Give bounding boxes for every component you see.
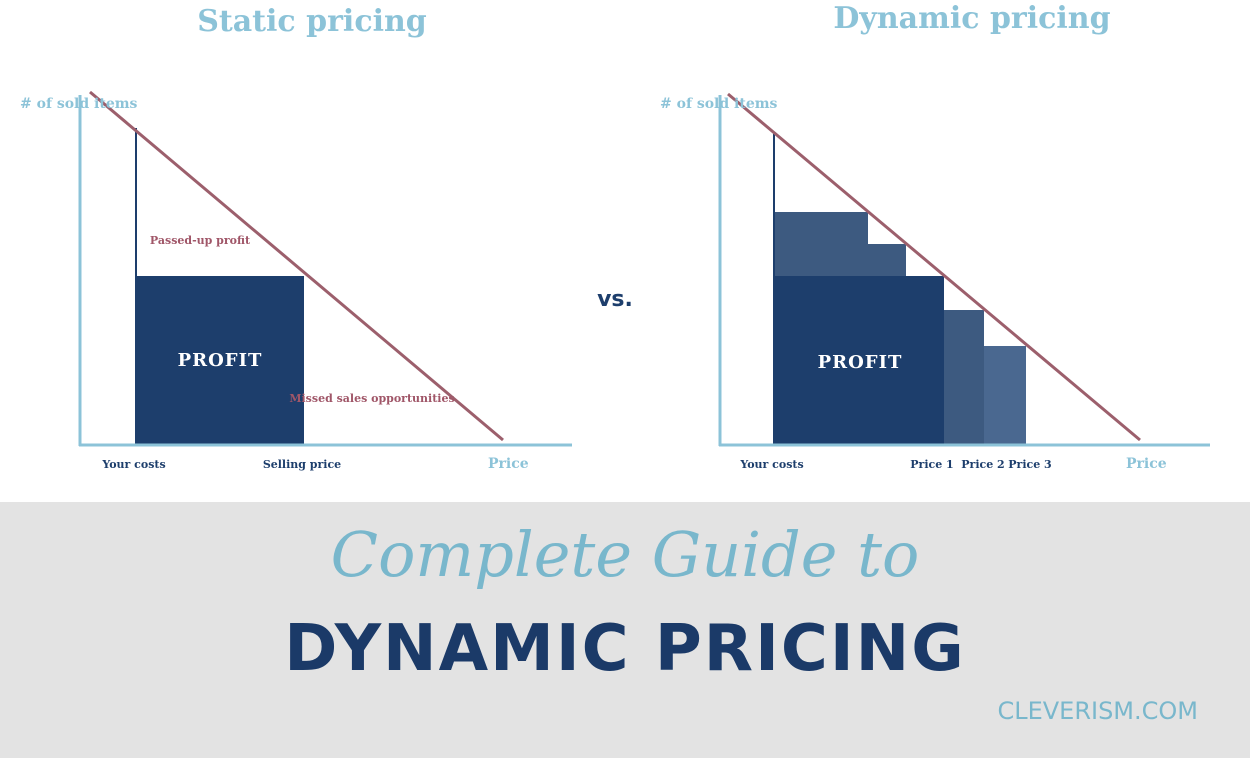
dynamic-tick-price-3: Price 3	[1008, 458, 1051, 471]
dynamic-extra-block-4	[984, 346, 1026, 444]
static-profit-label: PROFIT	[178, 350, 263, 371]
banner	[0, 502, 1250, 758]
static-x-label: Price	[488, 456, 529, 472]
static-y-label: # of sold items	[20, 96, 138, 112]
static-demand-line	[89, 90, 504, 442]
dynamic-tick-price-1: Price 1	[910, 458, 953, 471]
vs-label: vs.	[597, 287, 633, 312]
banner-headline-main: DYNAMIC PRICING	[284, 612, 966, 686]
dynamic-title: Dynamic pricing	[833, 1, 1110, 36]
site-name: CLEVERISM.COM	[997, 697, 1198, 725]
dynamic-extra-block-1	[774, 212, 868, 276]
dynamic-x-label: Price	[1126, 456, 1167, 472]
dynamic-tick-price-2: Price 2	[961, 458, 1004, 471]
dynamic-demand-line	[727, 92, 1141, 442]
dynamic-extra-block-2	[868, 244, 906, 276]
dynamic-extra-block-3	[944, 310, 984, 444]
static-title: Static pricing	[197, 4, 427, 39]
dynamic-profit-label: PROFIT	[818, 352, 903, 373]
static-passed-up-label: Passed-up profit	[150, 234, 251, 247]
static-tick-selling-price: Selling price	[263, 458, 341, 471]
dynamic-tick-costs: Your costs	[739, 458, 803, 471]
static-profit-area	[136, 276, 304, 444]
dynamic-profit-area	[774, 276, 944, 444]
static-missed-label: Missed sales opportunities	[289, 392, 454, 405]
dynamic-y-label: # of sold items	[660, 96, 778, 112]
static-tick-costs: Your costs	[101, 458, 165, 471]
banner-headline-script: Complete Guide to	[330, 518, 920, 591]
pricing-diagram: Static pricing PROFIT Passed-up profit M…	[20, 1, 1210, 472]
